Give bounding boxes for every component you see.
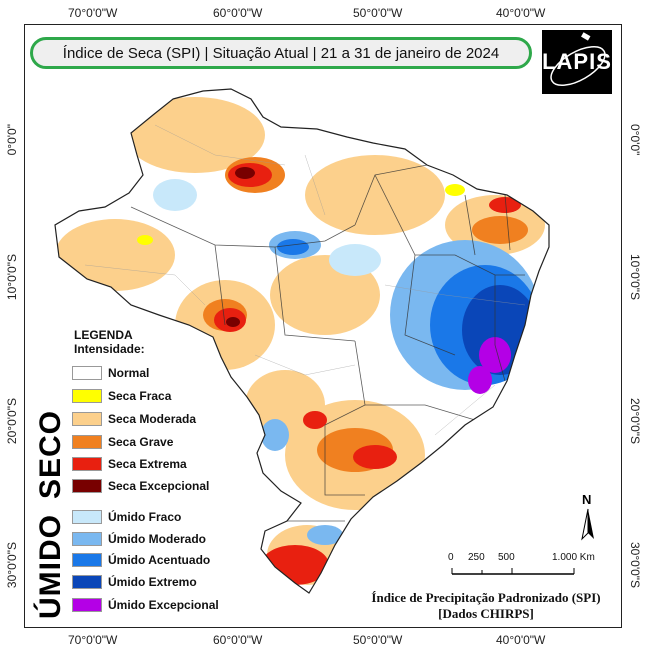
legend-item: Seca Extrema (72, 457, 187, 471)
legend-item: Úmido Extremo (72, 575, 197, 589)
logo-text: LAPIS (542, 49, 612, 74)
coord-left-10s: 10°0'0"S (5, 254, 19, 301)
source-line-2: [Dados CHIRPS] (438, 606, 534, 621)
legend-label: Úmido Fraco (108, 510, 182, 524)
scale-bar: 0 250 500 1.000 Km (444, 552, 604, 582)
scale-tick-0: 0 (448, 552, 454, 563)
legend-swatch (72, 575, 102, 589)
map-frame (24, 24, 622, 628)
side-label-wet: ÚMIDO (34, 514, 67, 619)
legend-swatch (72, 435, 102, 449)
coord-bottom-50w: 50°0'0"W (353, 633, 403, 647)
coord-left-20s: 20°0'0"S (5, 398, 19, 445)
legend-subtitle: Intensidade: (74, 342, 145, 356)
legend-swatch (72, 366, 102, 380)
legend-swatch (72, 510, 102, 524)
coord-right-30s: 30°0'0"S (628, 542, 642, 589)
legend-item: Úmido Moderado (72, 532, 206, 546)
map-title: Índice de Seca (SPI) | Situação Atual | … (30, 37, 532, 69)
legend-heading: LEGENDA (74, 328, 133, 342)
legend-swatch (72, 532, 102, 546)
legend-label: Seca Fraca (108, 389, 172, 403)
coord-bottom-40w: 40°0'0"W (496, 633, 546, 647)
source-line-1: Índice de Precipitação Padronizado (SPI) (371, 590, 601, 605)
coord-top-50w: 50°0'0"W (353, 6, 403, 20)
coord-top-70w: 70°0'0"W (68, 6, 118, 20)
coord-top-60w: 60°0'0"W (213, 6, 263, 20)
coord-left-0: 0°0'0" (5, 124, 19, 156)
legend-label: Seca Excepcional (108, 479, 210, 493)
legend-swatch (72, 457, 102, 471)
scale-tick-500: 500 (498, 552, 515, 563)
side-label-dry: SECO (34, 410, 67, 500)
satellite-orbit-icon (550, 32, 606, 87)
source-caption: Índice de Precipitação Padronizado (SPI)… (356, 590, 616, 622)
legend-item: Úmido Fraco (72, 510, 181, 524)
brazil-spi-map (54, 88, 550, 594)
legend-title: LEGENDA Intensidade: (74, 328, 145, 356)
lapis-logo: LAPIS (542, 30, 612, 94)
legend-swatch (72, 389, 102, 403)
legend-item: Úmido Excepcional (72, 598, 219, 612)
legend-item: Seca Fraca (72, 389, 171, 403)
north-arrow-icon (581, 508, 594, 541)
coord-right-0: 0°0'0" (628, 124, 642, 156)
legend-label: Úmido Excepcional (108, 598, 219, 612)
legend-label: Seca Grave (108, 435, 174, 449)
legend-item: Seca Grave (72, 435, 173, 449)
legend-label: Seca Extrema (108, 457, 187, 471)
legend-item: Normal (72, 366, 149, 380)
legend-label: Úmido Moderado (108, 532, 206, 546)
scale-tick-1000: 1.000 Km (552, 552, 595, 563)
legend-swatch (72, 479, 102, 493)
north-label: N (582, 492, 592, 507)
legend-label: Úmido Acentuado (108, 553, 211, 567)
scale-bar-line (451, 568, 575, 575)
legend-item: Seca Excepcional (72, 479, 209, 493)
legend-label: Úmido Extremo (108, 575, 197, 589)
legend-item: Úmido Acentuado (72, 553, 210, 567)
scale-tick-250: 250 (468, 552, 485, 563)
legend-label: Normal (108, 366, 150, 380)
coord-top-40w: 40°0'0"W (496, 6, 546, 20)
legend-swatch (72, 598, 102, 612)
legend-swatch (72, 553, 102, 567)
coord-right-20s: 20°0'0"S (628, 398, 642, 445)
coord-bottom-60w: 60°0'0"W (213, 633, 263, 647)
coord-left-30s: 30°0'0"S (5, 542, 19, 589)
legend-item: Seca Moderada (72, 412, 196, 426)
legend-swatch (72, 412, 102, 426)
coord-bottom-70w: 70°0'0"W (68, 633, 118, 647)
legend-label: Seca Moderada (108, 412, 197, 426)
coord-right-10s: 10°0'0"S (628, 254, 642, 301)
